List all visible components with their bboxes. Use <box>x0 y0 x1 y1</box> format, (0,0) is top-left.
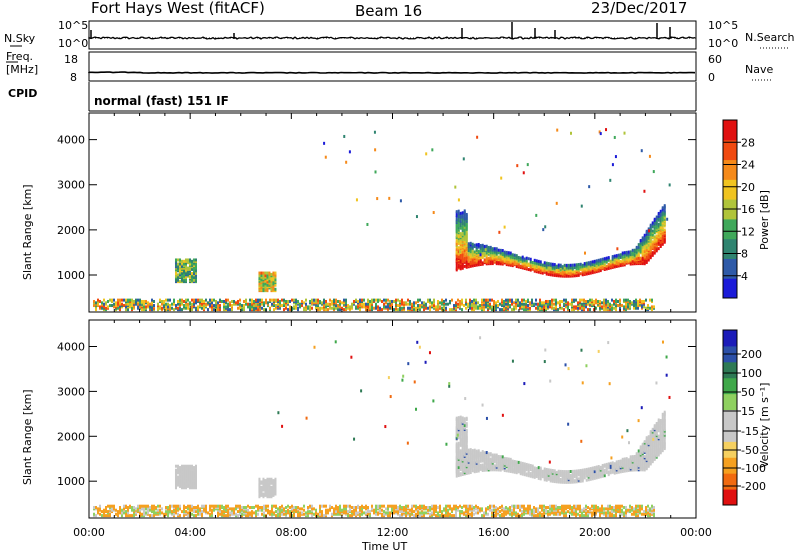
nave-tick-bottom: 0 <box>708 71 715 84</box>
xtick-label: 12:00 <box>377 526 409 539</box>
ytick-label: 3000 <box>57 179 85 192</box>
nsky-tick-top: 10^5 <box>58 19 89 32</box>
velocity-panel-pixels <box>93 336 671 518</box>
xtick-label: 04:00 <box>174 526 206 539</box>
freq-tick-bottom: 8 <box>70 71 77 84</box>
power-colorbar-swatch <box>723 218 737 240</box>
nsearch-tick-bottom: 10^0 <box>708 37 739 50</box>
ytick-label: 1000 <box>57 269 85 282</box>
nave-label: Nave <box>745 63 774 76</box>
velocity-colorbar-tick: -50 <box>741 444 759 457</box>
time-xlabel: Time UT <box>362 540 408 553</box>
freq-trace <box>88 71 696 74</box>
xtick-label: 00:00 <box>680 526 712 539</box>
ytick-label: 3000 <box>57 385 85 398</box>
power-colorbar-swatch <box>723 238 737 259</box>
freq-tick-top: 18 <box>64 53 78 66</box>
power-colorbar-tick: 20 <box>741 181 755 194</box>
nsearch-label: N.Search <box>745 31 795 44</box>
velocity-colorbar-tick: 100 <box>741 367 762 380</box>
ytick-label: 2000 <box>57 224 85 237</box>
velocity-colorbar-swatch <box>723 377 737 395</box>
nsearch-tick-top: 10^5 <box>708 19 739 32</box>
velocity-colorbar-swatch <box>723 361 737 379</box>
velocity-colorbar-swatch <box>723 457 737 474</box>
xtick-label: 08:00 <box>275 526 307 539</box>
date-title: 23/Dec/2017 <box>591 0 688 17</box>
cpid-label: CPID <box>8 87 38 100</box>
nsky-tick-bottom: 10^0 <box>58 37 89 50</box>
freq-label: Freq. <box>6 50 34 63</box>
power-colorbar-swatch <box>723 258 737 279</box>
nsky-label: N.Sky <box>4 32 36 45</box>
velocity-colorbar-swatch <box>723 473 737 490</box>
power-colorbar-tick: 12 <box>741 225 755 238</box>
velocity-colorbar-swatch <box>723 393 737 411</box>
velocity-colorbar-tick: 200 <box>741 348 762 361</box>
ytick-label: 1000 <box>57 475 85 488</box>
velocity-colorbar-swatch <box>723 330 737 347</box>
power-panel-pixels <box>93 128 671 312</box>
velocity-colorbar-frame <box>722 329 738 506</box>
velocity-colorbar-tick: -15 <box>741 425 759 438</box>
sky-panel-frame <box>88 20 697 50</box>
nave-tick-top: 60 <box>708 53 722 66</box>
velocity-colorbar-swatch <box>723 489 737 506</box>
velocity-colorbar-tick: -200 <box>741 480 766 493</box>
velocity-colorbar-swatch <box>723 409 737 426</box>
power-colorbar-swatch <box>723 179 737 200</box>
velocity-panel-frame <box>88 319 697 519</box>
power-colorbar-swatch <box>723 278 737 299</box>
power-colorbar-swatch <box>723 159 737 180</box>
velocity-colorbar-swatch <box>723 425 737 442</box>
station-title: Fort Hays West (fitACF) <box>91 0 265 17</box>
power-colorbar-swatch <box>723 139 737 161</box>
beam-title: Beam 16 <box>355 2 423 20</box>
power-colorbar-tick: 8 <box>741 248 748 261</box>
power-colorbar-tick: 16 <box>741 203 755 216</box>
velocity-colorbar-tick: -100 <box>741 462 766 475</box>
power-colorbar-tick: 28 <box>741 136 755 149</box>
ytick-label: 4000 <box>57 134 85 147</box>
xtick-label: 16:00 <box>478 526 510 539</box>
power-colorbar-tick: 24 <box>741 159 755 172</box>
ytick-label: 2000 <box>57 430 85 443</box>
ytick-label: 4000 <box>57 340 85 353</box>
xtick-label: 20:00 <box>579 526 611 539</box>
freq-unit-label: [MHz] <box>6 63 39 76</box>
power-colorbar-tick: 4 <box>741 270 748 283</box>
velocity-colorbar-tick: 15 <box>741 405 755 418</box>
velocity-colorbar-tick: 50 <box>741 386 755 399</box>
xtick-label: 00:00 <box>73 526 105 539</box>
freq-panel-frame <box>88 51 697 82</box>
power-colorbar-swatch <box>723 120 737 141</box>
cpid-mode: normal (fast) 151 IF <box>94 94 229 108</box>
